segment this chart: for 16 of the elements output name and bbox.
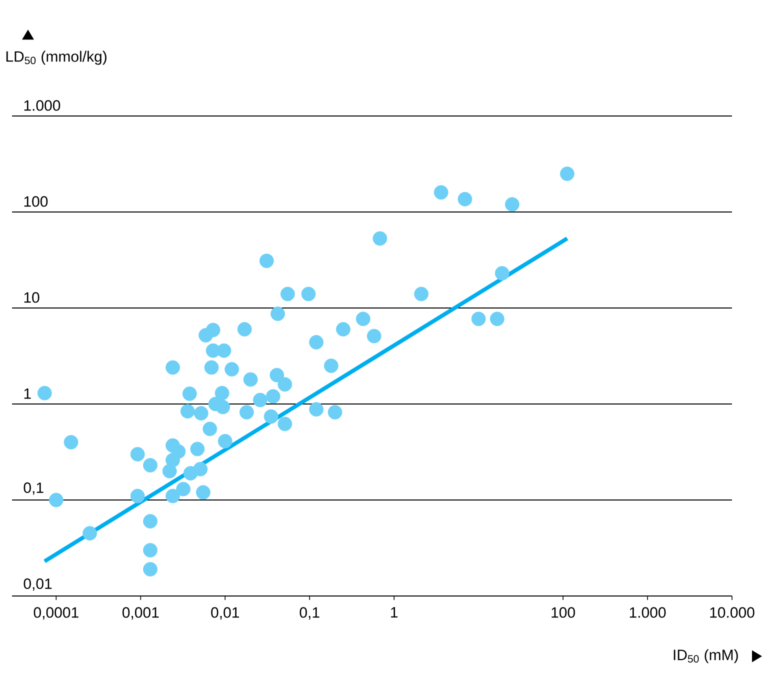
x-tick-label: 100 [552,607,575,618]
y-axis-title: LD$_{50}$ (mmol/kg) [6,50,106,65]
x-axis-title: ID$_{50}$ (mM) [674,649,738,664]
x-tick-label: 1.000 [630,607,666,618]
x-tick-label: 10.000 [710,607,754,618]
x-tick-label: 0,01 [211,607,239,620]
y-tick-label: 10 [24,292,40,303]
y-tick-label: 0,01 [24,578,52,591]
x-tick-label: 1 [391,607,398,618]
x-tick-label: 0,001 [122,607,159,620]
y-tick-label: 100 [24,196,48,207]
y-tick-label: 0,1 [24,482,44,495]
x-tick-label: 0,1 [300,607,320,620]
x-tick-label: 0,0001 [34,607,78,620]
y-tick-label: 1 [24,388,31,399]
y-tick-label: 1.000 [24,100,60,111]
